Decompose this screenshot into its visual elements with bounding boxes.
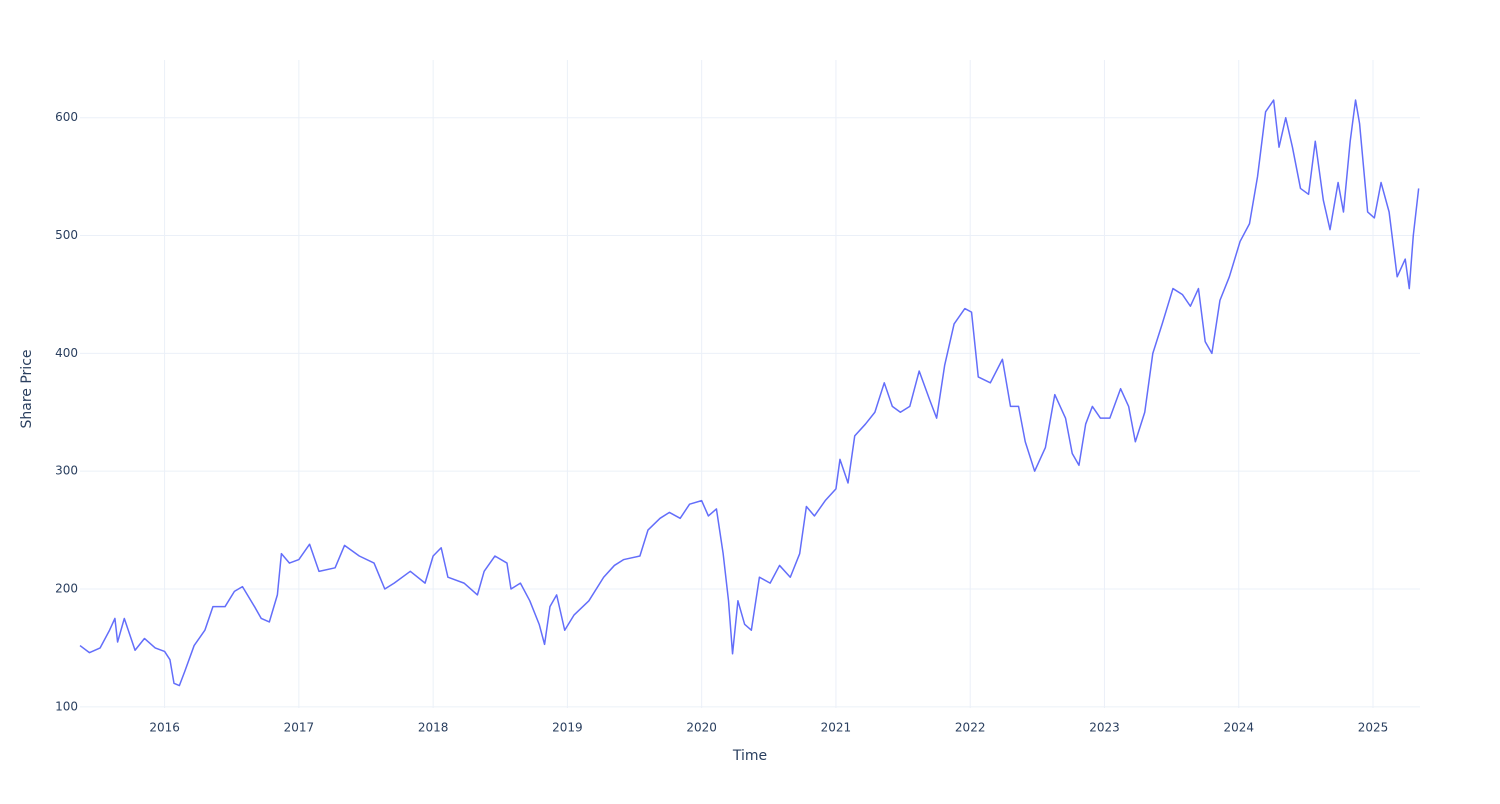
grid (80, 60, 1420, 708)
x-tick-label: 2024 (1223, 721, 1254, 735)
price-line (79, 99, 1420, 687)
x-axis-title: Time (732, 748, 767, 764)
x-tick-label: 2022 (955, 721, 986, 735)
y-tick-label: 100 (55, 699, 78, 713)
y-tick-label: 400 (55, 346, 78, 360)
plot (79, 99, 1420, 687)
y-tick-label: 200 (55, 582, 78, 596)
x-tick-label: 2019 (552, 721, 583, 735)
y-tick-label: 600 (55, 110, 78, 124)
x-tick-label: 2018 (418, 721, 449, 735)
x-tick-label: 2020 (686, 721, 717, 735)
x-tick-label: 2025 (1358, 721, 1389, 735)
y-tick-label: 300 (55, 464, 78, 478)
x-tick-label: 2017 (284, 721, 315, 735)
x-tick-label: 2021 (821, 721, 852, 735)
y-axis-title: Share Price (19, 349, 35, 428)
x-tick-label: 2023 (1089, 721, 1120, 735)
y-tick-label: 500 (55, 228, 78, 242)
x-tick-label: 2016 (149, 721, 180, 735)
